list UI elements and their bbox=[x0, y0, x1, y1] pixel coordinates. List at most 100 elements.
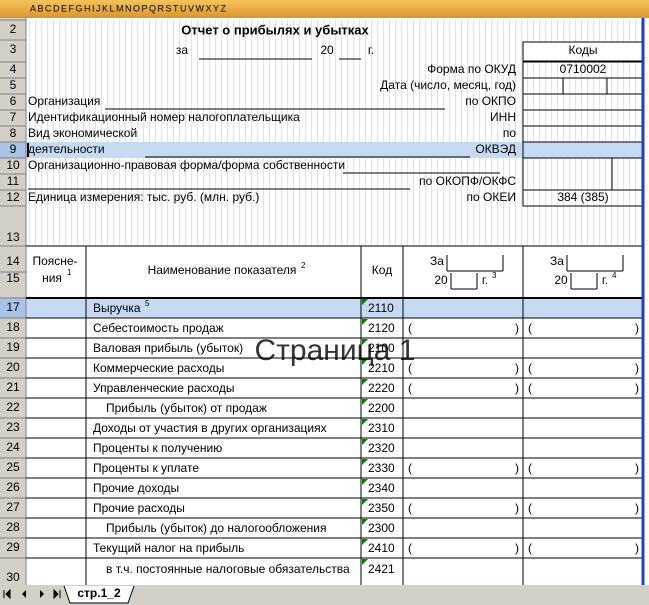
row-number: 15 bbox=[6, 271, 20, 285]
sheet-tab[interactable] bbox=[63, 585, 135, 604]
row-sup: 5 bbox=[145, 299, 150, 308]
form-label: Идентификационный номер налогоплательщик… bbox=[28, 110, 300, 124]
row-name: Себестоимость продаж bbox=[93, 321, 224, 335]
row-name: в т.ч. постоянные налоговые обязательств… bbox=[106, 562, 350, 576]
row-number: 24 bbox=[6, 440, 20, 454]
row-number: 26 bbox=[6, 480, 20, 494]
row-number: 7 bbox=[10, 110, 17, 124]
period-year: 20 bbox=[434, 273, 448, 287]
error-indicator bbox=[362, 319, 368, 325]
bracket: ) bbox=[515, 541, 519, 555]
form-code-label: по ОКЕИ bbox=[467, 190, 516, 204]
error-indicator bbox=[362, 479, 368, 485]
form-code-label: Форма по ОКУД bbox=[427, 62, 516, 76]
bracket: ) bbox=[635, 541, 639, 555]
row-name: Доходы от участия в других организациях bbox=[93, 421, 327, 435]
form-label: Организационно-правовая форма/форма собс… bbox=[28, 158, 345, 172]
row-code: 2210 bbox=[368, 361, 395, 375]
row-number: 22 bbox=[6, 400, 20, 414]
row-number-highlight bbox=[0, 298, 26, 318]
row-name: Прибыль (убыток) до налогообложения bbox=[106, 521, 326, 535]
period-za: За bbox=[430, 254, 444, 268]
row-number-highlight bbox=[0, 142, 26, 158]
form-label: Вид экономической bbox=[28, 126, 137, 140]
period-sup: 3 bbox=[492, 271, 497, 280]
period-sup: 4 bbox=[612, 271, 617, 280]
row-number: 9 bbox=[10, 142, 17, 156]
row-number: 29 bbox=[6, 540, 20, 554]
form-label: Организация bbox=[28, 94, 100, 108]
row-code: 2320 bbox=[368, 441, 395, 455]
error-indicator bbox=[362, 539, 368, 545]
row-number: 6 bbox=[10, 94, 17, 108]
row-code: 2421 bbox=[368, 562, 395, 576]
bracket: ( bbox=[408, 501, 412, 515]
row-name: Проценты к уплате bbox=[93, 461, 199, 475]
bracket: ( bbox=[528, 381, 532, 395]
row-name: Прочие доходы bbox=[93, 481, 179, 495]
tab-nav[interactable] bbox=[3, 588, 61, 600]
form-code-label: по bbox=[503, 126, 516, 140]
bracket: ( bbox=[528, 501, 532, 515]
nav-first[interactable] bbox=[3, 588, 11, 600]
row-code: 2120 bbox=[368, 321, 395, 335]
code-value: 0710002 bbox=[560, 62, 607, 76]
error-indicator bbox=[362, 339, 368, 345]
code-header: Код bbox=[372, 263, 392, 277]
bracket: ( bbox=[528, 541, 532, 555]
column-header-bar bbox=[0, 0, 649, 18]
row-number: 5 bbox=[10, 78, 17, 92]
bracket: ) bbox=[515, 461, 519, 475]
bracket: ) bbox=[635, 501, 639, 515]
error-indicator bbox=[362, 419, 368, 425]
tab-bar bbox=[0, 585, 649, 605]
nav-prev[interactable] bbox=[22, 590, 26, 598]
row-name: Проценты к получению bbox=[93, 441, 222, 455]
row-number: 19 bbox=[6, 340, 20, 354]
error-indicator bbox=[362, 359, 368, 365]
code-cell-highlight bbox=[524, 143, 642, 157]
error-indicator bbox=[362, 519, 368, 525]
form-code-label: ОКВЭД bbox=[475, 142, 516, 156]
form-code-label: по ОКПО bbox=[465, 94, 516, 108]
row-number: 21 bbox=[6, 380, 20, 394]
notes-header: Поясне- bbox=[32, 254, 77, 268]
row-number: 10 bbox=[6, 158, 20, 172]
column-header: ABCDEFGHIJKLMNOPQRSTUVWXYZ bbox=[30, 3, 228, 13]
nav-next[interactable] bbox=[40, 590, 44, 598]
row-number: 3 bbox=[10, 42, 17, 56]
row-highlight bbox=[26, 142, 643, 158]
period-g: г. bbox=[602, 273, 608, 287]
period-za: За bbox=[550, 254, 564, 268]
row-number: 11 bbox=[7, 174, 20, 188]
period-suffix: г. bbox=[368, 43, 374, 57]
row-name: Текущий налог на прибыль bbox=[93, 541, 244, 555]
bracket: ) bbox=[635, 321, 639, 335]
report-title: Отчет о прибылях и убытках bbox=[181, 22, 369, 37]
period-year: 20 bbox=[320, 43, 334, 57]
sheet-tab-label[interactable]: стр.1_2 bbox=[77, 586, 121, 600]
row-number: 12 bbox=[6, 190, 20, 204]
row-number: 28 bbox=[6, 520, 20, 534]
form-code-label: Дата (число, месяц, год) bbox=[380, 78, 516, 92]
row-number: 18 bbox=[6, 320, 20, 334]
bracket: ) bbox=[515, 381, 519, 395]
row-name: Выручка bbox=[93, 301, 141, 315]
row-code: 2410 bbox=[368, 541, 395, 555]
bracket: ) bbox=[635, 461, 639, 475]
row-number: 14 bbox=[6, 254, 20, 268]
row-number: 13 bbox=[6, 230, 20, 244]
cell-cursor bbox=[27, 143, 29, 157]
row-number: 4 bbox=[10, 62, 17, 76]
row-number: 2 bbox=[10, 22, 17, 36]
row-code: 2340 bbox=[368, 481, 395, 495]
bracket: ) bbox=[515, 361, 519, 375]
nav-last[interactable] bbox=[53, 588, 61, 600]
form-label: деятельности bbox=[28, 142, 105, 156]
bracket: ( bbox=[408, 541, 412, 555]
error-indicator bbox=[362, 499, 368, 505]
bracket: ( bbox=[408, 461, 412, 475]
row-number: 27 bbox=[6, 500, 20, 514]
error-indicator bbox=[362, 559, 368, 565]
